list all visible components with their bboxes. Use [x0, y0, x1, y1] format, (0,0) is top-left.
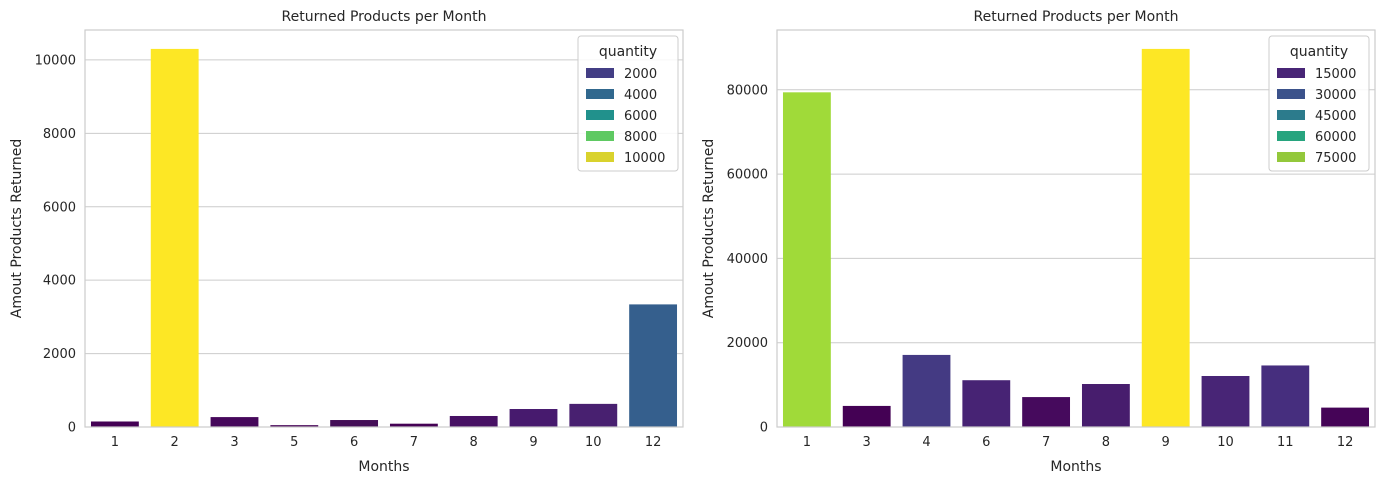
bar: [1201, 375, 1250, 427]
y-tick-label: 80000: [727, 83, 768, 98]
bar: [902, 354, 951, 427]
x-axis-label: Months: [358, 459, 409, 475]
bar: [90, 421, 139, 427]
legend-swatch: [586, 68, 614, 78]
x-tick-label: 9: [529, 435, 537, 450]
x-axis-label: Months: [1050, 459, 1101, 475]
y-tick-label: 6000: [43, 200, 76, 215]
bar: [150, 48, 199, 428]
bar: [782, 92, 831, 428]
bar: [629, 304, 678, 427]
bar: [1081, 384, 1130, 427]
x-tick-label: 12: [1337, 435, 1354, 450]
x-tick-label: 1: [803, 435, 811, 450]
x-tick-label: 12: [645, 435, 662, 450]
bar: [1261, 365, 1310, 427]
bar: [1022, 397, 1071, 427]
legend: quantity 15000 30000 45000 60000 75000: [1268, 35, 1370, 172]
x-tick-label: 8: [470, 435, 478, 450]
x-tick-label: 9: [1162, 435, 1170, 450]
legend-swatch: [1277, 152, 1305, 162]
x-tick-label: 6: [350, 435, 358, 450]
x-tick-label: 10: [585, 435, 602, 450]
x-tick-label: 11: [1277, 435, 1294, 450]
legend-swatch: [1277, 110, 1305, 120]
legend-swatch: [1277, 89, 1305, 99]
legend-label: 45000: [1315, 109, 1356, 124]
legend-swatch: [586, 131, 614, 141]
x-tick-label: 6: [982, 435, 990, 450]
bar: [210, 417, 259, 427]
y-axis-label: Amout Products Returned: [9, 139, 25, 318]
legend-swatch: [586, 152, 614, 162]
bar: [509, 409, 558, 427]
legend-swatch: [1277, 131, 1305, 141]
chart-title: Returned Products per Month: [282, 9, 487, 25]
plot-frame: [84, 29, 684, 428]
x-tick-label: 3: [863, 435, 871, 450]
x-tick-label: 2: [171, 435, 179, 450]
legend: quantity 2000 4000 6000 8000 10000: [577, 35, 679, 172]
bar: [962, 380, 1011, 427]
y-tick-label: 8000: [43, 127, 76, 142]
chart-right: 0 20000 40000 60000 80000 1 3 4 6 7 8 9 10 11 12 Return…: [701, 9, 1376, 475]
bar: [449, 415, 498, 427]
bar: [389, 423, 438, 427]
y-tick-label: 20000: [727, 336, 768, 351]
y-tick-label: 0: [68, 421, 76, 436]
legend-swatch: [586, 89, 614, 99]
legend-label: 30000: [1315, 88, 1356, 103]
chart-title: Returned Products per Month: [974, 9, 1179, 25]
legend-label: 8000: [624, 130, 657, 145]
legend-swatch: [1277, 68, 1305, 78]
y-tick-label: 0: [760, 421, 768, 436]
bar: [1321, 407, 1370, 427]
bar: [569, 403, 618, 427]
x-tick-label: 1: [111, 435, 119, 450]
x-tick-label: 7: [1042, 435, 1050, 450]
x-tick-label: 4: [922, 435, 930, 450]
bar: [842, 405, 891, 427]
legend-label: 4000: [624, 88, 657, 103]
legend-title: quantity: [1290, 44, 1348, 60]
bar: [270, 425, 319, 427]
legend-label: 10000: [624, 151, 665, 166]
y-tick-label: 2000: [43, 347, 76, 362]
x-tick-label: 7: [410, 435, 418, 450]
legend-title: quantity: [599, 44, 657, 60]
legend-label: 15000: [1315, 67, 1356, 82]
x-tick-label: 8: [1102, 435, 1110, 450]
legend-label: 60000: [1315, 130, 1356, 145]
plot-frame: [776, 29, 1376, 428]
bar: [330, 420, 379, 427]
legend-label: 75000: [1315, 151, 1356, 166]
y-tick-label: 4000: [43, 274, 76, 289]
legend-label: 6000: [624, 109, 657, 124]
x-tick-label: 3: [230, 435, 238, 450]
x-tick-label: 5: [290, 435, 298, 450]
legend-swatch: [586, 110, 614, 120]
y-tick-label: 60000: [727, 168, 768, 183]
bar: [1141, 48, 1190, 428]
x-tick-label: 10: [1217, 435, 1234, 450]
y-tick-label: 40000: [727, 252, 768, 267]
y-tick-label: 10000: [35, 53, 76, 68]
y-axis-label: Amout Products Returned: [701, 139, 717, 318]
legend-label: 2000: [624, 67, 657, 82]
